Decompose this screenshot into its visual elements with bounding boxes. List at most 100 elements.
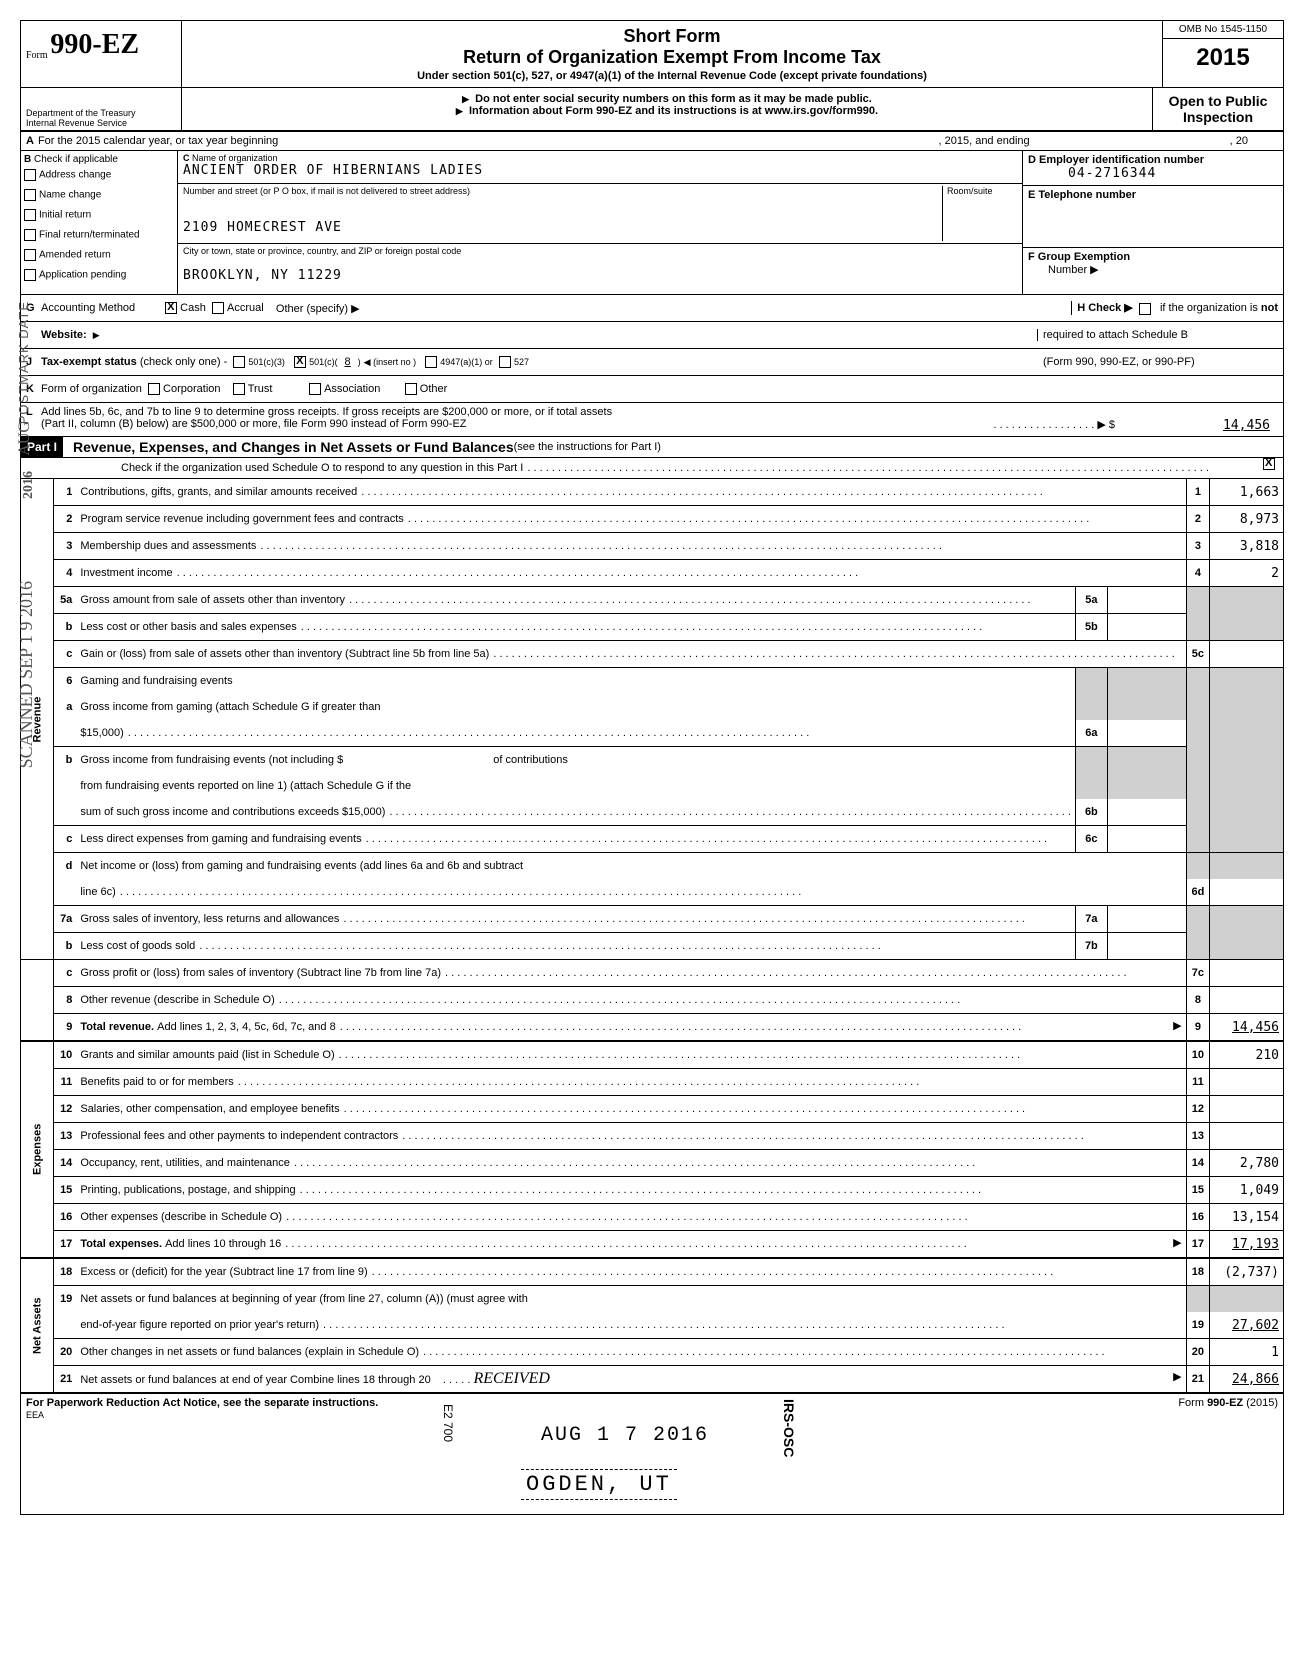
checkbox-501c[interactable] bbox=[294, 356, 306, 368]
l6b-desc2: of contributions bbox=[493, 754, 568, 766]
l6d-val bbox=[1210, 879, 1283, 906]
part1-title: Revenue, Expenses, and Changes in Net As… bbox=[63, 439, 514, 455]
checkbox-initial[interactable] bbox=[24, 209, 36, 221]
checkbox-schedule-o[interactable] bbox=[1263, 458, 1275, 470]
info-text: Information about Form 990-EZ and its in… bbox=[469, 105, 878, 117]
line-6a-1: a Gross income from gaming (attach Sched… bbox=[21, 694, 1283, 720]
opt-4947: 4947(a)(1) or bbox=[440, 357, 493, 367]
line-6a-2: $15,000) 6a bbox=[21, 720, 1283, 747]
checkbox-assoc[interactable] bbox=[309, 383, 321, 395]
footer-formnum: 990-EZ bbox=[1207, 1397, 1243, 1409]
l1-val: 1,663 bbox=[1210, 479, 1283, 506]
line-6: 6 Gaming and fundraising events bbox=[21, 668, 1283, 695]
line-16: 16 Other expenses (describe in Schedule … bbox=[21, 1204, 1283, 1231]
l9-arrow: ▶ bbox=[1173, 1019, 1181, 1032]
rowa-text1: For the 2015 calendar year, or tax year … bbox=[38, 135, 278, 147]
checkbox-accrual[interactable] bbox=[212, 302, 224, 314]
rowl-arrow: . . . . . . . . . . . . . . . . . ▶ $ bbox=[467, 418, 1120, 433]
l6b-desc4: sum of such gross income and contributio… bbox=[80, 806, 385, 818]
h-text: if the organization is bbox=[1160, 302, 1258, 314]
line-5b: b Less cost or other basis and sales exp… bbox=[21, 614, 1283, 641]
label-a: A bbox=[26, 135, 34, 147]
name-label: Name of organization bbox=[192, 153, 278, 163]
line-8: 8 Other revenue (describe in Schedule O)… bbox=[21, 987, 1283, 1014]
l12-val bbox=[1210, 1096, 1283, 1123]
l11-desc: Benefits paid to or for members bbox=[80, 1076, 233, 1088]
dept-box: Department of the Treasury Internal Reve… bbox=[21, 88, 182, 130]
l2-val: 8,973 bbox=[1210, 506, 1283, 533]
checkbox-address-change[interactable] bbox=[24, 169, 36, 181]
website-arrow: ▶ bbox=[93, 330, 100, 341]
l8-desc: Other revenue (describe in Schedule O) bbox=[80, 994, 274, 1006]
lines-table: Revenue 1 Contributions, gifts, grants, … bbox=[21, 479, 1283, 1394]
stamp-ogden: OGDEN, UT bbox=[521, 1469, 677, 1500]
rowl-text2: (Part II, column (B) below) are $500,000… bbox=[41, 418, 467, 433]
checkbox-501c3[interactable] bbox=[233, 356, 245, 368]
l3-desc: Membership dues and assessments bbox=[80, 540, 256, 552]
l9-desc2: Add lines 1, 2, 3, 4, 5c, 6d, 7c, and 8 bbox=[157, 1021, 336, 1033]
title-return: Return of Organization Exempt From Incom… bbox=[187, 47, 1157, 68]
l6d-desc2: line 6c) bbox=[80, 886, 115, 898]
year-box: OMB No 1545-1150 2015 bbox=[1163, 21, 1283, 87]
rowl-text1: Add lines 5b, 6c, and 7b to line 9 to de… bbox=[41, 406, 612, 418]
opt-501c-paren: ) bbox=[358, 357, 361, 367]
l20-val: 1 bbox=[1210, 1339, 1283, 1366]
eea: EEA bbox=[26, 1410, 44, 1420]
checkbox-amended[interactable] bbox=[24, 249, 36, 261]
l9-desc: Total revenue. bbox=[80, 1021, 154, 1033]
checkbox-final[interactable] bbox=[24, 229, 36, 241]
l10-desc: Grants and similar amounts paid (list in… bbox=[80, 1049, 334, 1061]
form-number-box: Form 990-EZ bbox=[21, 21, 182, 87]
l4-val: 2 bbox=[1210, 560, 1283, 587]
line-10: Expenses 10 Grants and similar amounts p… bbox=[21, 1041, 1283, 1069]
checkbox-4947[interactable] bbox=[425, 356, 437, 368]
l5a-desc: Gross amount from sale of assets other t… bbox=[80, 594, 345, 606]
501c-num: 8 bbox=[338, 356, 358, 368]
city-val: BROOKLYN, NY 11229 bbox=[183, 268, 342, 283]
line-6d-2: line 6c) 6d bbox=[21, 879, 1283, 906]
line-13: 13 Professional fees and other payments … bbox=[21, 1123, 1283, 1150]
opt-527: 527 bbox=[514, 357, 529, 367]
col-b: B Check if applicable Address change Nam… bbox=[21, 151, 178, 294]
checkbox-cash[interactable] bbox=[165, 302, 177, 314]
l7a-desc: Gross sales of inventory, less returns a… bbox=[80, 913, 339, 925]
req-schedule-b: required to attach Schedule B bbox=[1037, 329, 1278, 341]
line-20: 20 Other changes in net assets or fund b… bbox=[21, 1339, 1283, 1366]
stamp-e2700: E2 700 bbox=[441, 1404, 455, 1442]
part1-header-row: Part I Revenue, Expenses, and Changes in… bbox=[21, 437, 1283, 458]
checkbox-pending[interactable] bbox=[24, 269, 36, 281]
line-7a: 7a Gross sales of inventory, less return… bbox=[21, 906, 1283, 933]
l3-val: 3,818 bbox=[1210, 533, 1283, 560]
line-5c: c Gain or (loss) from sale of assets oth… bbox=[21, 641, 1283, 668]
opt-other-org: Other bbox=[420, 383, 448, 395]
insert-no: ◀ (insert no ) bbox=[364, 357, 416, 368]
col-de: D Employer identification number 04-2716… bbox=[1023, 151, 1283, 294]
checkbox-527[interactable] bbox=[499, 356, 511, 368]
l7c-val bbox=[1210, 960, 1283, 987]
checkbox-other-org[interactable] bbox=[405, 383, 417, 395]
omb-number: OMB No 1545-1150 bbox=[1163, 21, 1283, 39]
accounting-method: Accounting Method bbox=[41, 302, 135, 314]
line-5a: 5a Gross amount from sale of assets othe… bbox=[21, 587, 1283, 614]
line-18: Net Assets 18 Excess or (deficit) for th… bbox=[21, 1258, 1283, 1286]
opt-assoc: Association bbox=[324, 383, 380, 395]
checkbox-h[interactable] bbox=[1139, 303, 1151, 315]
f-number: Number ▶ bbox=[1028, 264, 1099, 276]
sub-header-row: Department of the Treasury Internal Reve… bbox=[21, 88, 1283, 132]
l9-val: 14,456 bbox=[1232, 1020, 1279, 1035]
checkbox-trust[interactable] bbox=[233, 383, 245, 395]
l6d-desc1: Net income or (loss) from gaming and fun… bbox=[76, 853, 1186, 880]
section-text: Under section 501(c), 527, or 4947(a)(1)… bbox=[187, 70, 1157, 82]
l14-desc: Occupancy, rent, utilities, and maintena… bbox=[80, 1157, 290, 1169]
main-info: B Check if applicable Address change Nam… bbox=[21, 151, 1283, 295]
col-c: C Name of organization ANCIENT ORDER OF … bbox=[178, 151, 1023, 294]
room-label: Room/suite bbox=[947, 186, 1017, 196]
l16-desc: Other expenses (describe in Schedule O) bbox=[80, 1211, 282, 1223]
line-3: 3 Membership dues and assessments 3 3,81… bbox=[21, 533, 1283, 560]
l10-val: 210 bbox=[1210, 1041, 1283, 1069]
checkbox-name-change[interactable] bbox=[24, 189, 36, 201]
line-6d-1: d Net income or (loss) from gaming and f… bbox=[21, 853, 1283, 880]
l5b-desc: Less cost or other basis and sales expen… bbox=[80, 621, 296, 633]
checkbox-corp[interactable] bbox=[148, 383, 160, 395]
l12-desc: Salaries, other compensation, and employ… bbox=[80, 1103, 339, 1115]
